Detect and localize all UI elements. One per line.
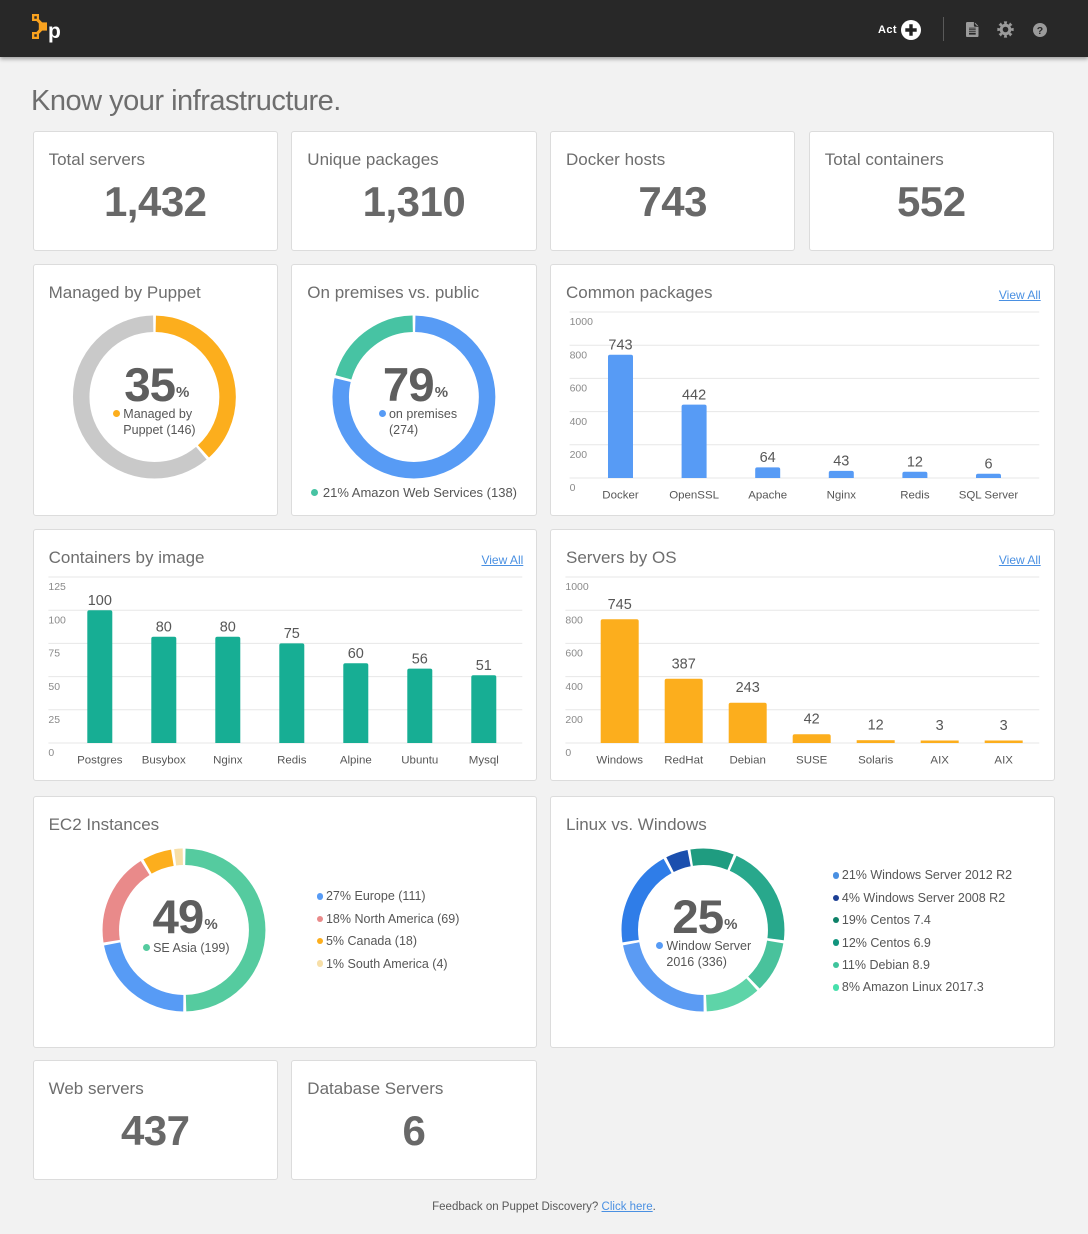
- svg-text:42: 42: [804, 712, 820, 728]
- svg-text:25: 25: [48, 715, 60, 726]
- svg-text:Solaris: Solaris: [858, 755, 893, 767]
- svg-text:75: 75: [48, 649, 60, 660]
- svg-text:64: 64: [760, 450, 776, 466]
- svg-text:Nginx: Nginx: [213, 755, 243, 767]
- svg-text:Windows: Windows: [596, 755, 643, 767]
- svg-text:Nginx: Nginx: [827, 489, 857, 501]
- svg-text:6: 6: [984, 456, 992, 472]
- svg-text:387: 387: [672, 657, 696, 673]
- svg-text:51: 51: [475, 658, 491, 674]
- svg-text:75: 75: [283, 626, 299, 642]
- svg-text:Apache: Apache: [748, 489, 787, 501]
- svg-text:80: 80: [219, 620, 235, 636]
- svg-text:Redis: Redis: [277, 755, 307, 767]
- svg-text:200: 200: [570, 450, 588, 461]
- svg-text:AIX: AIX: [994, 755, 1013, 767]
- svg-text:?: ?: [1037, 25, 1043, 37]
- svg-text:Debian: Debian: [729, 755, 765, 767]
- svg-text:1000: 1000: [570, 317, 593, 328]
- svg-text:RedHat: RedHat: [664, 755, 704, 767]
- svg-text:0: 0: [565, 748, 571, 759]
- svg-text:Busybox: Busybox: [141, 755, 185, 767]
- svg-text:400: 400: [570, 417, 588, 428]
- svg-text:745: 745: [608, 597, 632, 613]
- svg-text:12: 12: [907, 454, 923, 470]
- svg-text:442: 442: [682, 387, 706, 403]
- svg-text:100: 100: [87, 593, 111, 609]
- svg-text:AIX: AIX: [930, 755, 949, 767]
- svg-text:Postgres: Postgres: [77, 755, 123, 767]
- svg-text:Mysql: Mysql: [468, 755, 498, 767]
- svg-text:125: 125: [48, 582, 66, 593]
- svg-text:56: 56: [411, 652, 427, 668]
- svg-text:Alpine: Alpine: [339, 755, 371, 767]
- svg-text:200: 200: [565, 715, 583, 726]
- svg-text:Redis: Redis: [900, 489, 930, 501]
- svg-text:743: 743: [608, 337, 632, 353]
- svg-text:600: 600: [565, 649, 583, 660]
- svg-text:43: 43: [833, 454, 849, 470]
- svg-text:100: 100: [48, 616, 66, 627]
- svg-text:Docker: Docker: [602, 489, 639, 501]
- svg-text:60: 60: [347, 646, 363, 662]
- svg-text:0: 0: [570, 483, 576, 494]
- svg-text:SUSE: SUSE: [796, 755, 828, 767]
- svg-text:400: 400: [565, 682, 583, 693]
- svg-text:80: 80: [155, 620, 171, 636]
- svg-text:1000: 1000: [565, 582, 588, 593]
- svg-text:243: 243: [736, 680, 760, 696]
- svg-text:50: 50: [48, 682, 60, 693]
- svg-text:0: 0: [48, 748, 54, 759]
- svg-text:SQL Server: SQL Server: [959, 489, 1019, 501]
- svg-text:12: 12: [868, 718, 884, 734]
- svg-text:800: 800: [570, 350, 588, 361]
- svg-text:600: 600: [570, 384, 588, 395]
- svg-text:800: 800: [565, 616, 583, 627]
- svg-text:3: 3: [1000, 718, 1008, 734]
- svg-text:Ubuntu: Ubuntu: [401, 755, 438, 767]
- svg-text:OpenSSL: OpenSSL: [669, 489, 719, 501]
- svg-text:3: 3: [936, 718, 944, 734]
